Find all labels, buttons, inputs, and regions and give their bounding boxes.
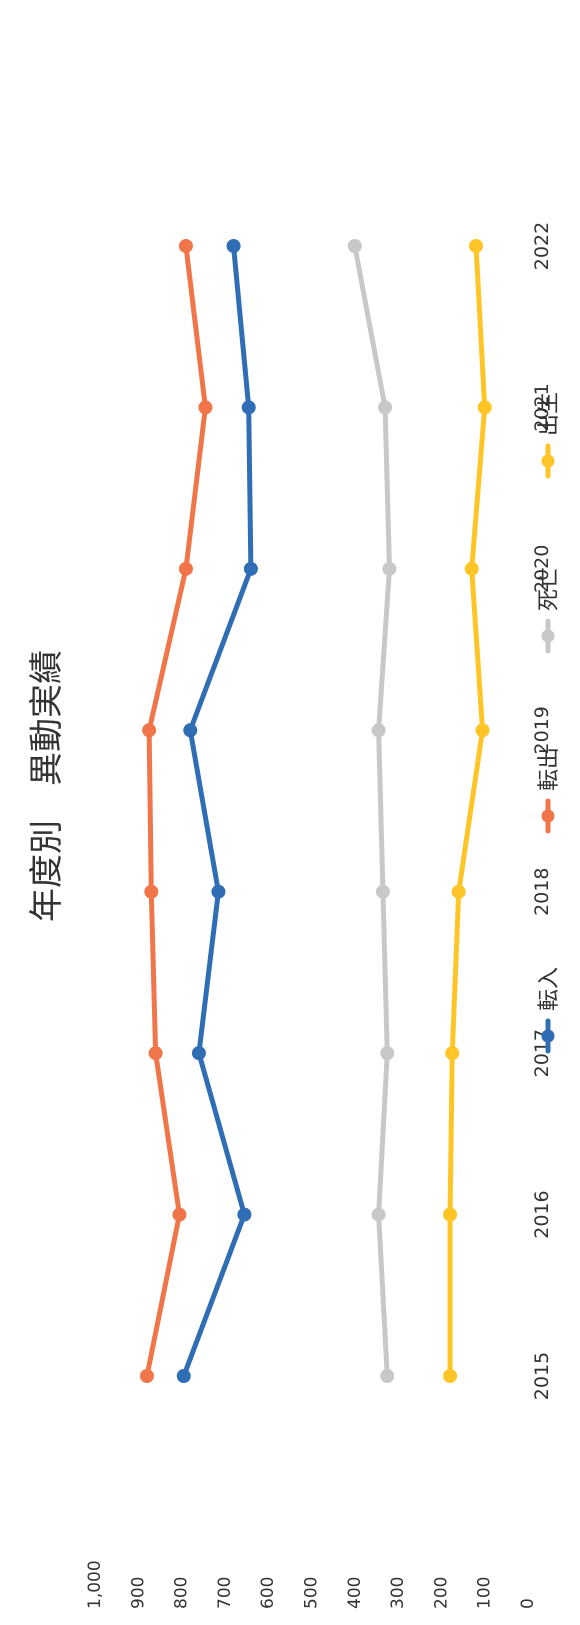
y-tick-label: 0: [518, 1598, 538, 1609]
legend-swatch-marker: [541, 1029, 555, 1043]
series-1: [176, 239, 258, 1383]
series-3: [347, 239, 397, 1383]
series-2: [139, 239, 213, 1383]
data-point: [375, 884, 390, 899]
data-point: [183, 723, 198, 738]
data-point: [371, 1207, 386, 1222]
legend-label: 転出: [537, 747, 562, 791]
data-point: [475, 723, 490, 738]
legend-label: 死亡: [537, 567, 562, 611]
data-point: [477, 400, 492, 415]
x-tick-label: 2022: [531, 222, 553, 270]
data-point: [142, 723, 157, 738]
data-point: [371, 723, 386, 738]
legend-swatch-marker: [541, 629, 555, 643]
legend-item: 出生: [537, 392, 562, 479]
data-point: [347, 239, 362, 253]
data-point: [144, 884, 159, 899]
data-point: [382, 561, 397, 576]
data-point: [443, 1207, 458, 1222]
data-point: [178, 561, 193, 576]
series-line: [447, 243, 488, 1379]
x-tick-label: 2018: [531, 868, 553, 916]
data-point: [148, 1046, 163, 1061]
data-point: [237, 1207, 252, 1222]
x-tick-label: 2015: [531, 1352, 553, 1400]
data-point: [378, 400, 393, 415]
series-4: [443, 239, 492, 1383]
data-point: [445, 1046, 460, 1061]
data-point: [443, 1369, 458, 1383]
data-point: [380, 1369, 395, 1383]
y-tick-label: 400: [345, 1577, 365, 1609]
series-line: [352, 243, 392, 1379]
data-point: [191, 1046, 206, 1061]
x-tick-label: 2016: [531, 1190, 553, 1238]
data-point: [380, 1046, 395, 1061]
data-point: [198, 400, 213, 415]
legend-item: 転入: [537, 967, 562, 1054]
legend-item: 転出: [537, 747, 562, 834]
data-point: [243, 561, 258, 576]
data-point: [241, 400, 256, 415]
data-point: [139, 1369, 154, 1383]
y-tick-label: 800: [172, 1577, 192, 1609]
x-tick-label: 2019: [531, 706, 553, 754]
data-point: [464, 561, 479, 576]
data-point: [172, 1207, 187, 1222]
data-point: [178, 239, 193, 253]
y-tick-label: 1,000: [85, 1560, 105, 1609]
x-tick-label: 2021: [531, 383, 553, 431]
x-tick-label: 2020: [531, 545, 553, 593]
chart-title: 年度別 異動実績: [27, 650, 67, 922]
series-line: [144, 243, 208, 1379]
y-tick-label: 200: [431, 1577, 451, 1609]
y-tick-label: 500: [302, 1577, 322, 1609]
data-point: [226, 239, 241, 253]
y-tick-label: 900: [128, 1577, 148, 1609]
legend-swatch-marker: [541, 809, 555, 823]
legend-swatch-marker: [541, 454, 555, 468]
y-tick-label: 300: [388, 1577, 408, 1609]
data-point: [469, 239, 484, 253]
legend-label: 出生: [537, 392, 562, 436]
y-tick-label: 100: [475, 1577, 495, 1609]
data-point: [176, 1369, 191, 1383]
y-axis: 0 100 200 300 400 500 600 700 800 900 1,000: [85, 1560, 538, 1609]
y-tick-label: 700: [215, 1577, 235, 1609]
plot-area: [139, 239, 492, 1383]
series-line: [181, 243, 254, 1379]
legend-label: 転入: [537, 967, 562, 1011]
legend-item: 死亡: [537, 567, 562, 654]
data-point: [451, 884, 466, 899]
y-tick-label: 600: [258, 1577, 278, 1609]
data-point: [211, 884, 226, 899]
